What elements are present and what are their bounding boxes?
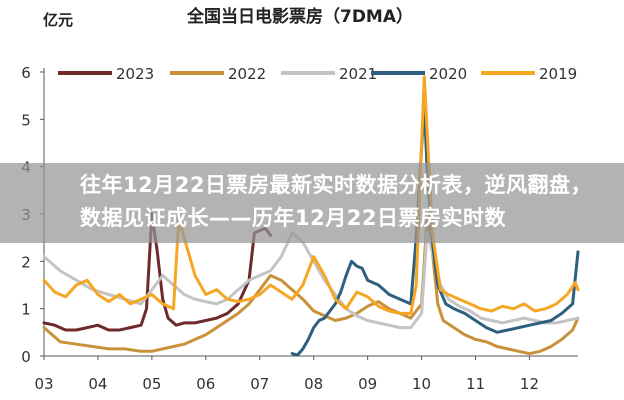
chart-title: 全国当日电影票房（7DMA） — [186, 6, 413, 27]
x-tick-label: 06 — [196, 375, 215, 393]
series-line-2021 — [42, 231, 580, 330]
legend-label-2021: 2021 — [339, 65, 377, 83]
legend-label-2019: 2019 — [539, 65, 577, 83]
y-tick-label: 5 — [21, 111, 31, 129]
y-tick-label: 2 — [21, 253, 31, 271]
x-tick-label: 09 — [358, 375, 377, 393]
headline-text: 往年12月22日票房最新实时数据分析表，逆风翻盘，数据见证成长——历年12月22… — [80, 173, 592, 230]
x-tick-label: 03 — [34, 375, 53, 393]
legend-label-2020: 2020 — [429, 65, 467, 83]
chart-legend: 2023 2022 2021 2020 2019 — [58, 65, 577, 83]
series-line-2022 — [42, 217, 580, 356]
legend-label-2022: 2022 — [228, 65, 266, 83]
headline-banner: 往年12月22日票房最新实时数据分析表，逆风翻盘，数据见证成长——历年12月22… — [0, 163, 624, 243]
x-tick-label: 08 — [304, 375, 323, 393]
x-tick-label: 07 — [250, 375, 269, 393]
x-tick-label: 05 — [142, 375, 161, 393]
y-tick-label: 6 — [21, 64, 31, 82]
series-line-2019 — [42, 75, 580, 315]
y-tick-label: 1 — [21, 301, 31, 319]
legend-label-2023: 2023 — [116, 65, 154, 83]
series-line-2023 — [42, 212, 272, 332]
y-axis-label: 亿元 — [43, 11, 73, 29]
x-tick-label: 12 — [520, 375, 539, 393]
y-tick-label: 0 — [21, 348, 31, 366]
x-tick-label: 04 — [88, 375, 107, 393]
x-tick-label: 11 — [466, 375, 485, 393]
x-tick-label: 10 — [412, 375, 431, 393]
